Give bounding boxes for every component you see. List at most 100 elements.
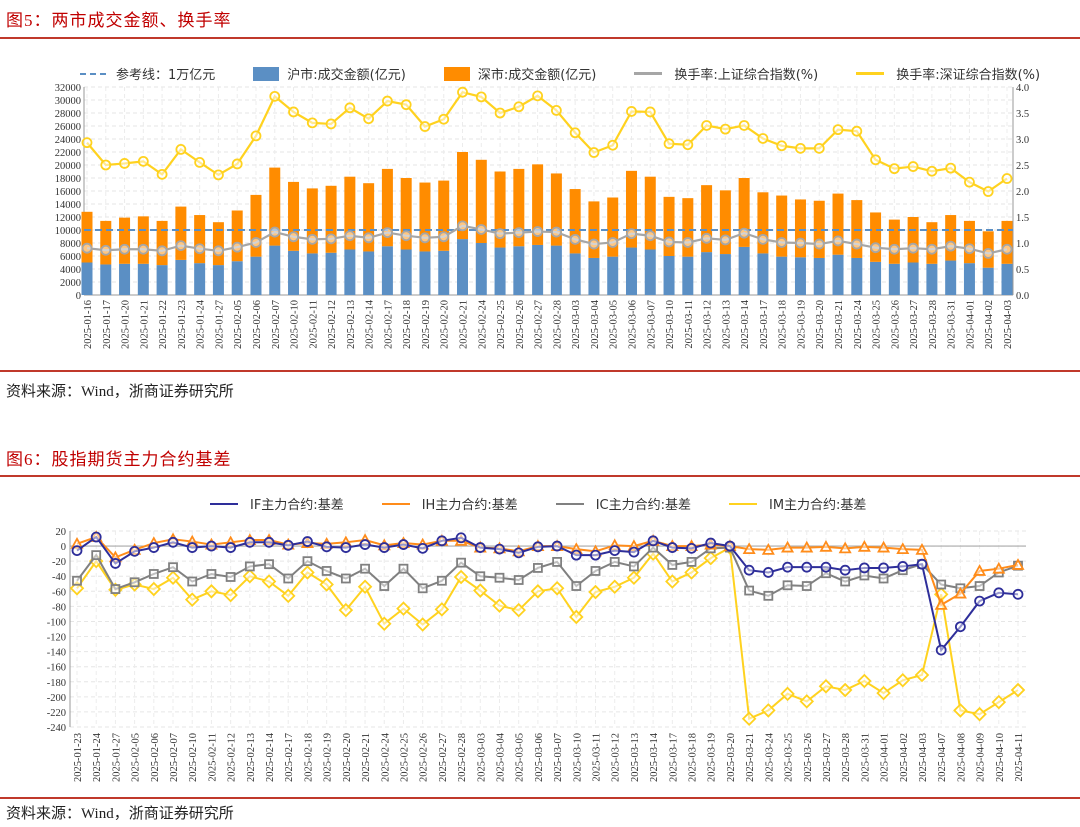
point-im-basis [914,667,930,683]
point-if-basis [474,542,486,553]
x-tick-label: 2025-03-26 [803,733,814,782]
point-sh-turnover [81,242,93,254]
point-ic-basis [782,580,793,591]
point-if-basis [225,542,237,553]
y-tick-label: 2000 [60,278,81,289]
point-sz-turnover [288,106,299,118]
point-if-basis [302,536,313,547]
bar-sz-amount [513,168,525,247]
y-tick-label: 0 [76,291,81,302]
point-sh-turnover [907,242,919,254]
point-if-basis [782,561,793,573]
x-tick-label: 2025-01-24 [196,299,207,349]
x-tick-label: 2025-04-07 [937,733,948,782]
x-tick-label: 2025-04-01 [880,733,891,782]
bar-sh-amount [288,250,300,295]
chart2-plot [69,530,1026,728]
point-im-basis [242,568,258,584]
point-im-basis [799,694,815,709]
point-sh-turnover [194,243,206,255]
x-tick-label: 2025-02-14 [365,299,376,349]
legend-item-sh-amount: 沪市:成交金额(亿元) [253,64,406,83]
point-if-basis [244,536,256,548]
point-ih-basis [1011,558,1025,570]
bar-sh-amount [269,245,281,295]
x-tick-label: 2025-04-11 [1014,733,1025,782]
x-tick-label: 2025-03-21 [745,733,756,782]
point-sh-turnover [719,234,731,246]
point-im-basis [703,550,719,566]
point-sz-turnover [250,130,262,142]
point-im-basis [665,574,680,589]
point-sz-turnover [907,161,919,172]
y-tick-label: -140 [47,648,66,659]
x-tick-label: 2025-02-17 [284,733,295,782]
point-if-basis [206,540,217,552]
line-ic-basis [76,546,1019,597]
bar-sh-amount [438,250,450,295]
bar-sh-amount [344,249,356,295]
y-tick-label: 14000 [55,200,81,211]
x-tick-label: 2025-01-27 [214,300,225,349]
bar-sz-amount [569,189,581,254]
point-sz-turnover [513,101,525,113]
bar-sz-amount [494,171,506,248]
x-tick-label: 2025-03-05 [515,733,526,782]
point-sh-turnover [870,242,881,254]
bar-sh-amount [419,251,431,295]
y-tick-label: 4000 [60,265,81,276]
point-sh-turnover [419,232,431,244]
point-ic-basis [417,583,428,594]
point-sh-turnover [400,230,412,242]
y2-tick-label: 2.0 [1016,187,1029,198]
point-im-basis [165,570,181,586]
y-tick-label: -200 [47,693,66,704]
legend-label: 沪市:成交金额(亿元) [287,68,406,83]
point-im-basis [319,577,334,592]
point-sz-turnover [194,156,206,168]
bar-sz-amount [81,211,93,263]
point-ic-basis [974,581,985,591]
y-tick-label: -220 [47,708,66,719]
bar-sh-amount [926,263,938,295]
x-tick-label: 2025-02-28 [457,733,468,782]
x-tick-label: 2025-04-02 [899,733,910,782]
orange-line-swatch [381,502,410,505]
point-sh-turnover [832,235,844,247]
y-tick-label: 32000 [55,83,81,94]
point-ic-basis [148,569,159,579]
x-tick-label: 2025-03-25 [784,733,795,782]
point-if-basis [90,531,102,543]
point-im-basis [376,616,392,631]
point-sz-turnover [569,127,581,139]
x-tick-label: 2025-02-07 [271,300,282,349]
y-tick-label: -160 [47,663,66,674]
y-tick-label: 28000 [55,109,81,120]
legend-label: IH主力合约:基差 [421,498,518,513]
x-tick-label: 2025-02-24 [477,299,488,349]
x-tick-label: 2025-03-20 [815,300,826,349]
point-if-basis [609,545,621,556]
point-im-basis [1010,682,1026,698]
point-ic-basis [110,584,121,594]
x-tick-label: 2025-01-24 [92,732,103,782]
bar-sh-amount [1001,263,1013,295]
y-tick-label: 26000 [55,122,81,133]
bar-sz-amount [156,220,168,266]
legend-label: IM主力合约:基差 [769,498,867,513]
point-sh-turnover [663,236,675,248]
legend-label: 换手率:上证综合指数(%) [674,68,819,83]
point-if-basis [801,561,813,573]
y2-tick-label: 3.5 [1016,109,1029,120]
y2-tick-label: 3.0 [1016,135,1029,146]
point-ic-basis [168,562,178,573]
figure6-bottom-rule [0,797,1080,799]
bar-sh-amount [682,256,694,295]
point-ih-basis [896,542,910,554]
point-ic-basis [744,585,755,596]
bar-sh-amount [757,253,769,295]
x-tick-label: 2025-03-05 [609,300,620,349]
point-im-basis [857,673,872,689]
x-tick-label: 2025-02-17 [383,300,394,349]
figure5-top-rule [0,37,1080,39]
